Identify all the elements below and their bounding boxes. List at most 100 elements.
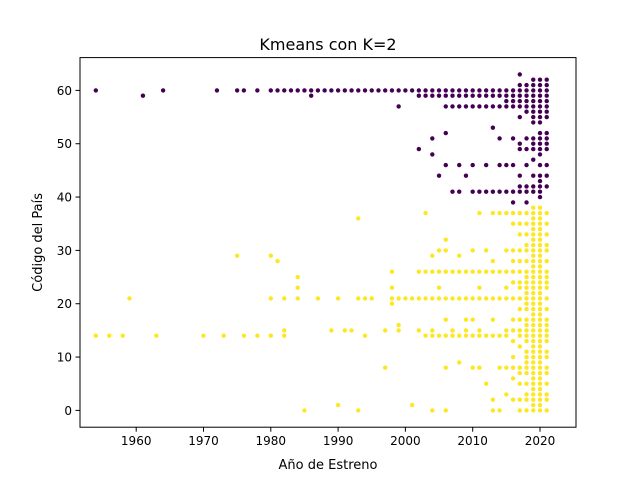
data-point-cluster-1 <box>531 205 536 210</box>
data-point-cluster-1 <box>430 296 435 301</box>
x-tick-label: 2020 <box>525 434 556 448</box>
data-point-cluster-0 <box>483 189 489 194</box>
data-point-cluster-1 <box>504 392 509 397</box>
data-point-cluster-0 <box>544 104 549 109</box>
data-point-cluster-1 <box>531 285 536 290</box>
data-point-cluster-1 <box>517 221 522 226</box>
data-point-cluster-1 <box>531 408 536 413</box>
data-point-cluster-1 <box>537 253 543 258</box>
data-point-cluster-1 <box>544 349 549 354</box>
data-point-cluster-0 <box>497 88 502 93</box>
data-point-cluster-1 <box>497 408 502 413</box>
data-point-cluster-1 <box>396 322 401 328</box>
data-point-cluster-1 <box>517 269 522 274</box>
data-point-cluster-0 <box>436 173 442 178</box>
data-point-cluster-1 <box>544 248 549 253</box>
data-point-cluster-1 <box>510 328 516 333</box>
y-tick-label: 40 <box>57 191 72 205</box>
data-point-cluster-1 <box>362 296 368 301</box>
data-point-cluster-1 <box>389 269 395 274</box>
data-point-cluster-1 <box>510 317 516 322</box>
data-point-cluster-1 <box>349 328 354 333</box>
data-point-cluster-1 <box>531 370 536 376</box>
data-point-cluster-1 <box>504 285 509 290</box>
data-point-cluster-0 <box>524 104 529 109</box>
data-point-cluster-1 <box>416 296 422 301</box>
x-tick-label: 1990 <box>323 434 354 448</box>
data-point-cluster-1 <box>531 328 536 333</box>
data-point-cluster-1 <box>416 328 422 333</box>
data-point-cluster-1 <box>490 296 496 301</box>
data-point-cluster-1 <box>107 333 112 338</box>
data-point-cluster-0 <box>504 162 509 168</box>
data-point-cluster-1 <box>531 269 536 274</box>
data-point-cluster-0 <box>396 104 401 109</box>
data-point-cluster-1 <box>524 232 529 237</box>
data-point-cluster-1 <box>154 333 159 338</box>
data-point-cluster-1 <box>430 333 435 338</box>
data-point-cluster-1 <box>504 269 509 274</box>
data-point-cluster-1 <box>389 296 395 301</box>
data-point-cluster-1 <box>537 226 543 232</box>
data-point-cluster-1 <box>383 365 388 370</box>
data-point-cluster-1 <box>403 296 408 301</box>
data-point-cluster-0 <box>470 189 475 194</box>
data-point-cluster-0 <box>483 88 489 93</box>
data-point-cluster-1 <box>342 328 348 333</box>
data-point-cluster-0 <box>490 125 496 130</box>
data-point-cluster-1 <box>450 333 455 338</box>
data-point-cluster-0 <box>544 109 549 114</box>
data-point-cluster-1 <box>544 285 549 290</box>
data-point-cluster-1 <box>544 306 549 312</box>
data-point-cluster-0 <box>450 88 455 93</box>
data-point-cluster-0 <box>544 98 549 104</box>
data-point-cluster-0 <box>497 162 502 168</box>
data-point-cluster-0 <box>483 93 489 98</box>
data-point-cluster-1 <box>436 333 442 338</box>
data-point-cluster-0 <box>214 88 220 93</box>
data-point-cluster-0 <box>544 146 549 152</box>
data-point-cluster-0 <box>531 189 536 194</box>
data-point-cluster-0 <box>477 189 482 194</box>
data-point-cluster-0 <box>544 184 549 189</box>
data-point-cluster-1 <box>531 253 536 258</box>
data-point-cluster-0 <box>537 162 543 168</box>
data-point-cluster-0 <box>463 93 469 98</box>
data-point-cluster-1 <box>470 333 475 338</box>
data-point-cluster-1 <box>510 376 516 381</box>
data-point-cluster-0 <box>436 93 442 98</box>
data-point-cluster-0 <box>416 146 422 152</box>
data-point-cluster-1 <box>544 338 549 344</box>
data-point-cluster-1 <box>295 274 300 280</box>
data-point-cluster-0 <box>524 88 529 93</box>
data-point-cluster-0 <box>403 88 408 93</box>
data-point-cluster-1 <box>537 264 543 269</box>
data-point-cluster-0 <box>510 162 516 168</box>
data-point-cluster-1 <box>436 269 442 274</box>
data-point-cluster-1 <box>255 333 260 338</box>
data-point-cluster-1 <box>510 269 516 274</box>
data-point-cluster-1 <box>544 333 549 338</box>
data-point-cluster-1 <box>537 317 543 322</box>
data-point-cluster-0 <box>308 93 314 98</box>
data-point-cluster-1 <box>524 354 529 360</box>
data-point-cluster-1 <box>517 381 522 386</box>
data-point-cluster-1 <box>544 322 549 328</box>
data-point-cluster-1 <box>537 402 543 408</box>
data-point-cluster-0 <box>470 88 475 93</box>
data-point-cluster-0 <box>430 93 435 98</box>
data-point-cluster-1 <box>510 210 516 216</box>
data-point-cluster-1 <box>477 365 482 370</box>
data-point-cluster-0 <box>295 88 300 93</box>
data-point-cluster-1 <box>524 360 529 365</box>
data-point-cluster-1 <box>450 269 455 274</box>
data-point-cluster-1 <box>524 333 529 338</box>
data-point-cluster-0 <box>470 104 475 109</box>
data-point-cluster-1 <box>510 397 516 402</box>
data-point-cluster-1 <box>544 408 549 413</box>
data-point-cluster-0 <box>510 189 516 194</box>
data-point-cluster-1 <box>504 210 509 216</box>
data-point-cluster-0 <box>517 173 522 178</box>
y-tick-label: 10 <box>57 351 72 365</box>
